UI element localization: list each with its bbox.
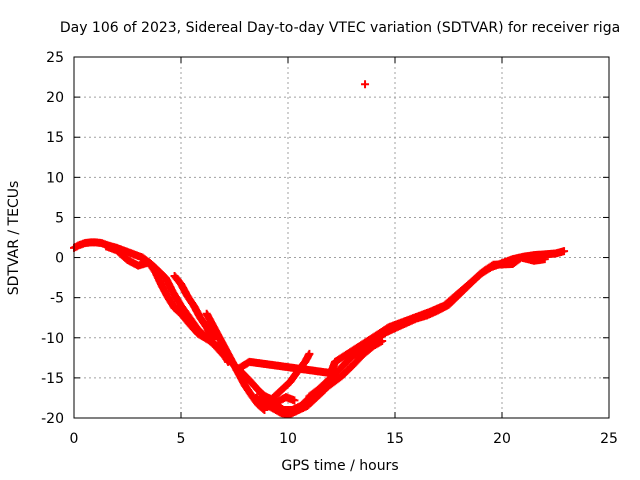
data-marks xyxy=(70,80,569,418)
y-tick-label: -10 xyxy=(41,331,64,347)
y-tick-label: -15 xyxy=(41,371,64,387)
data-point xyxy=(209,335,218,344)
x-tick-label: 10 xyxy=(279,431,297,447)
plot-frame xyxy=(73,56,610,419)
x-tick-label: 15 xyxy=(386,431,404,447)
y-axis-label: SDTVAR / TECUs xyxy=(6,181,22,296)
x-axis-label: GPS time / hours xyxy=(281,458,398,474)
y-tick-label: -20 xyxy=(41,411,64,427)
x-tick-label: 5 xyxy=(177,431,186,447)
data-point xyxy=(305,349,314,358)
y-tick-label: 15 xyxy=(46,130,64,146)
grid xyxy=(74,57,609,418)
y-tick-label: -5 xyxy=(50,291,64,307)
data-point xyxy=(540,255,549,264)
tick-labels: 0 5 10 15 20 25 -20 -15 -10 -5 0 5 10 15 20 25 xyxy=(41,50,618,447)
y-tick-label: 5 xyxy=(55,210,64,226)
data-point xyxy=(290,396,299,405)
chart-title: Day 106 of 2023, Sidereal Day-to-day VTE… xyxy=(60,20,620,36)
data-point xyxy=(361,80,370,89)
x-tick-label: 25 xyxy=(600,431,618,447)
y-tick-label: 20 xyxy=(46,90,64,106)
x-tick-label: 20 xyxy=(493,431,511,447)
data-point xyxy=(378,336,387,345)
x-tick-label: 0 xyxy=(70,431,79,447)
y-tick-label: 25 xyxy=(46,50,64,66)
y-tick-label: 10 xyxy=(46,170,64,186)
data-point xyxy=(560,247,569,256)
y-tick-label: 0 xyxy=(55,251,64,267)
